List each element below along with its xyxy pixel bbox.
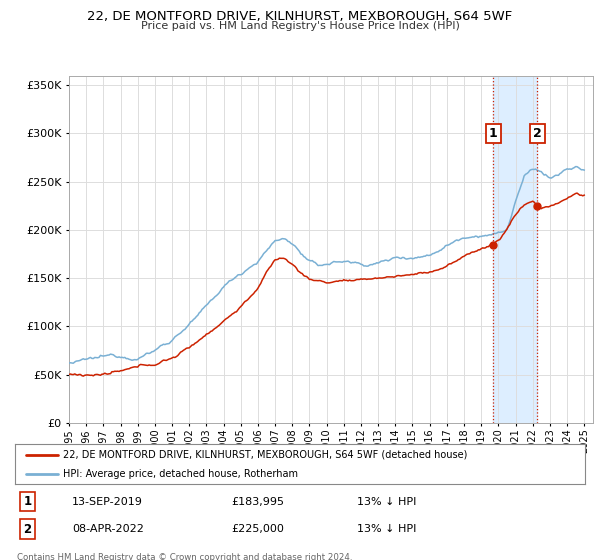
Text: HPI: Average price, detached house, Rotherham: HPI: Average price, detached house, Roth… [64, 469, 298, 479]
Text: £225,000: £225,000 [232, 524, 284, 534]
Text: 13% ↓ HPI: 13% ↓ HPI [357, 524, 416, 534]
Text: 22, DE MONTFORD DRIVE, KILNHURST, MEXBOROUGH, S64 5WF (detached house): 22, DE MONTFORD DRIVE, KILNHURST, MEXBOR… [64, 450, 468, 460]
Text: 2: 2 [23, 522, 32, 536]
Text: 13% ↓ HPI: 13% ↓ HPI [357, 497, 416, 507]
Text: Price paid vs. HM Land Registry's House Price Index (HPI): Price paid vs. HM Land Registry's House … [140, 21, 460, 31]
Text: 1: 1 [489, 127, 498, 140]
Bar [493, 76, 538, 423]
Text: 08-APR-2022: 08-APR-2022 [72, 524, 144, 534]
Text: 13-SEP-2019: 13-SEP-2019 [72, 497, 143, 507]
Text: 1: 1 [23, 495, 32, 508]
Text: 2: 2 [533, 127, 542, 140]
Text: Contains HM Land Registry data © Crown copyright and database right 2024.
This d: Contains HM Land Registry data © Crown c… [17, 553, 352, 560]
Text: £183,995: £183,995 [232, 497, 284, 507]
Text: 22, DE MONTFORD DRIVE, KILNHURST, MEXBOROUGH, S64 5WF: 22, DE MONTFORD DRIVE, KILNHURST, MEXBOR… [88, 10, 512, 23]
